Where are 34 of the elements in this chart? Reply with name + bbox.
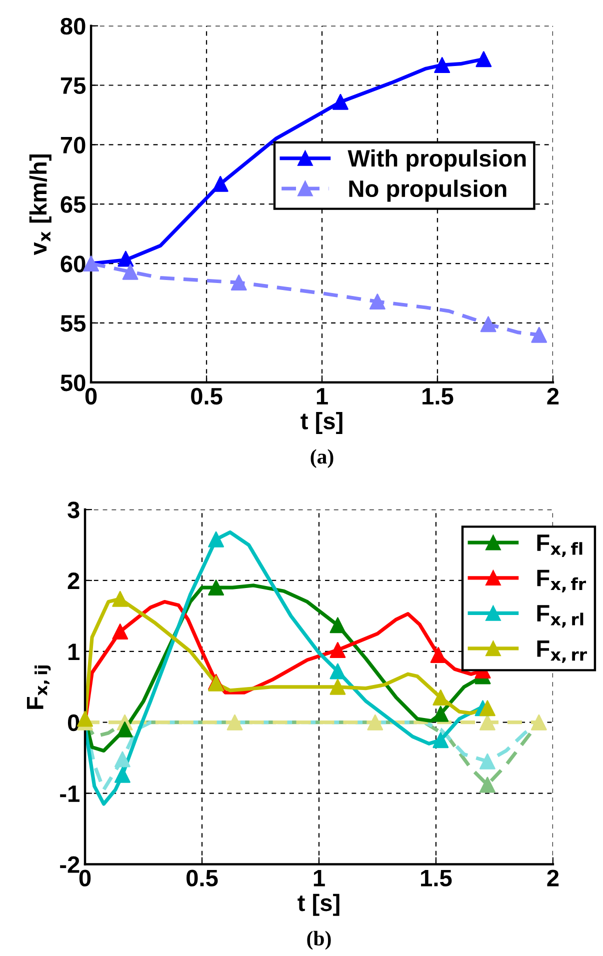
legend-label: F$_{x,rr}$ [537,640,587,663]
y-axis-title: F$_{x,ij}$ [26,666,51,709]
x-tick-label: 1.5 [421,870,452,886]
y-tick-label: -1 [60,786,80,802]
y-tick-label: 80 [60,18,86,35]
legend-label: No propulsion [349,180,506,202]
legend-label: F$_{x,rl}$ [537,605,584,628]
x-tick-label: 2 [547,870,559,886]
y-tick-label: 50 [60,374,86,392]
y-tick-label: 70 [60,136,86,154]
y-tick-label: 55 [60,315,86,332]
y-tick-label: 1 [68,644,80,660]
y-axis-title: v$_{x}$ [km/h] [29,154,52,256]
legend-label: F$_{x,fr}$ [537,570,586,592]
x-tick-label: 1 [316,388,328,404]
x-axis-title: t [s] [298,894,340,916]
y-tick-label: 2 [68,572,80,590]
x-tick-label: 1.5 [422,388,454,405]
x-tick-label: 0.5 [191,388,222,405]
x-axis-title: t [s] [300,412,342,434]
y-tick-label: 65 [60,196,86,213]
x-tick-label: 2 [547,388,559,404]
x-tick-label: 1 [314,870,325,886]
x-tick-label: 0.5 [186,870,218,886]
y-tick-label: 60 [60,256,86,272]
y-tick-label: 75 [60,78,86,94]
x-tick-label: 0 [85,388,97,405]
y-tick-label: -2 [60,856,80,873]
legend-label: F$_{x,fl}$ [537,534,582,558]
text: (b) [307,930,331,950]
y-tick-label: 3 [68,502,80,518]
legend-label: With propulsion [348,149,526,172]
text: (a) [310,449,334,468]
y-tick-label: 0 [68,714,80,732]
